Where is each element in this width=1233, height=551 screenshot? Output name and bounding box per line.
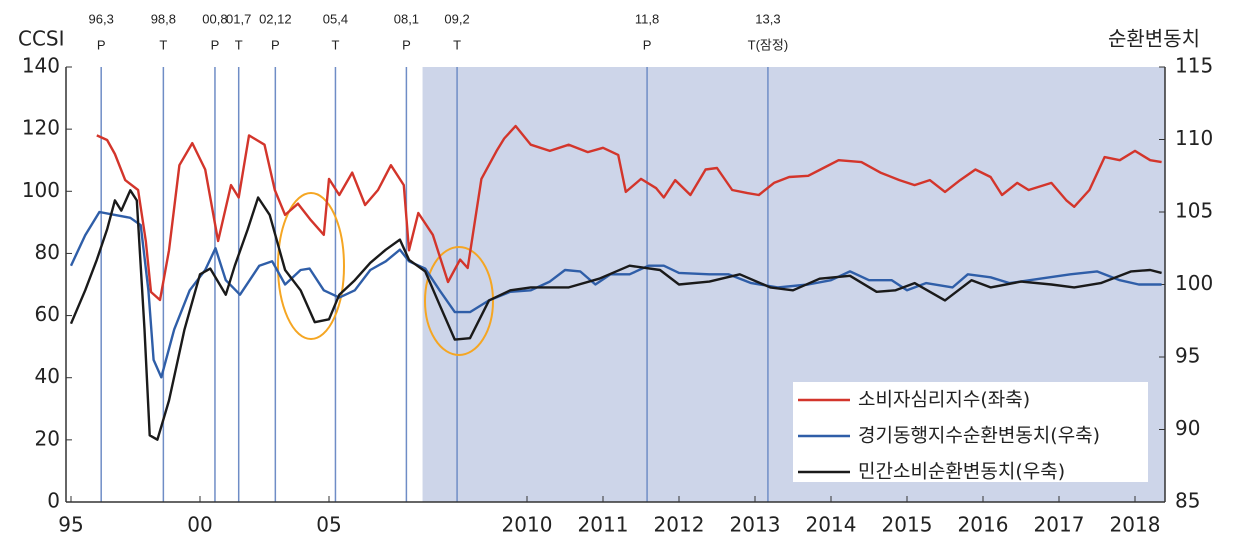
reference-date: 98,8	[151, 11, 176, 26]
reference-date: 00,8	[202, 11, 227, 26]
x-tick-label: 2012	[654, 513, 705, 537]
y2-tick-label: 85	[1175, 489, 1200, 513]
legend-label: 소비자심리지수(좌축)	[858, 389, 1030, 411]
reference-phase: P	[271, 37, 280, 52]
series-line	[69, 189, 1162, 441]
reference-phase: P	[402, 37, 411, 52]
highlight-ellipse	[277, 192, 345, 340]
highlight-ellipse	[424, 246, 494, 356]
x-tick-label: 2010	[502, 513, 553, 537]
x-tick-label: 2014	[806, 513, 857, 537]
y-axis-label: CCSI	[18, 27, 65, 51]
y2-tick-label: 90	[1175, 416, 1200, 440]
y2-tick-label: 115	[1175, 54, 1213, 78]
reference-date: 11,8	[635, 11, 659, 26]
y-tick-label: 140	[22, 54, 60, 78]
x-tick-label: 2013	[730, 513, 781, 537]
reference-date: 02,12	[259, 11, 292, 26]
reference-phase: T	[159, 37, 167, 52]
reference-date: 01,7	[226, 11, 251, 26]
x-tick-label: 2016	[958, 513, 1009, 537]
legend-label: 민간소비순환변동치(우축)	[858, 461, 1065, 483]
reference-phase: P	[97, 37, 106, 52]
x-tick-label: 2017	[1034, 513, 1085, 537]
y-tick-label: 60	[35, 302, 60, 326]
x-tick-label: 00	[187, 513, 212, 537]
y2-tick-label: 110	[1175, 126, 1213, 150]
y2-tick-label: 100	[1175, 271, 1213, 295]
x-tick-label: 2011	[578, 513, 629, 537]
reference-phase: T	[453, 37, 461, 52]
reference-phase: P	[643, 37, 652, 52]
series-line	[96, 124, 1162, 302]
y2-tick-label: 95	[1175, 344, 1200, 368]
reference-phase: T(잠정)	[748, 37, 789, 52]
reference-date: 96,3	[89, 11, 114, 26]
y-tick-label: 20	[35, 426, 60, 450]
reference-phase: T	[235, 37, 243, 52]
y2-axis-label: 순환변동치	[1108, 27, 1200, 51]
reference-date: 08,1	[394, 11, 419, 26]
legend-box	[793, 382, 1148, 482]
reference-phase: P	[211, 37, 220, 52]
y-tick-label: 80	[35, 240, 60, 264]
x-tick-label: 95	[58, 513, 83, 537]
reference-phase: T	[331, 37, 339, 52]
reference-date: 13,3	[755, 11, 780, 26]
y2-tick-label: 105	[1175, 199, 1213, 223]
x-tick-label: 2015	[882, 513, 933, 537]
legend-label: 경기동행지수순환변동치(우축)	[858, 425, 1100, 447]
y-tick-label: 0	[47, 489, 60, 513]
reference-date: 05,4	[323, 11, 348, 26]
y-tick-label: 40	[35, 364, 60, 388]
y-tick-label: 120	[22, 116, 60, 140]
y-tick-label: 100	[22, 178, 60, 202]
reference-date: 09,2	[444, 11, 469, 26]
x-tick-label: 2018	[1110, 513, 1161, 537]
x-tick-label: 05	[316, 513, 341, 537]
